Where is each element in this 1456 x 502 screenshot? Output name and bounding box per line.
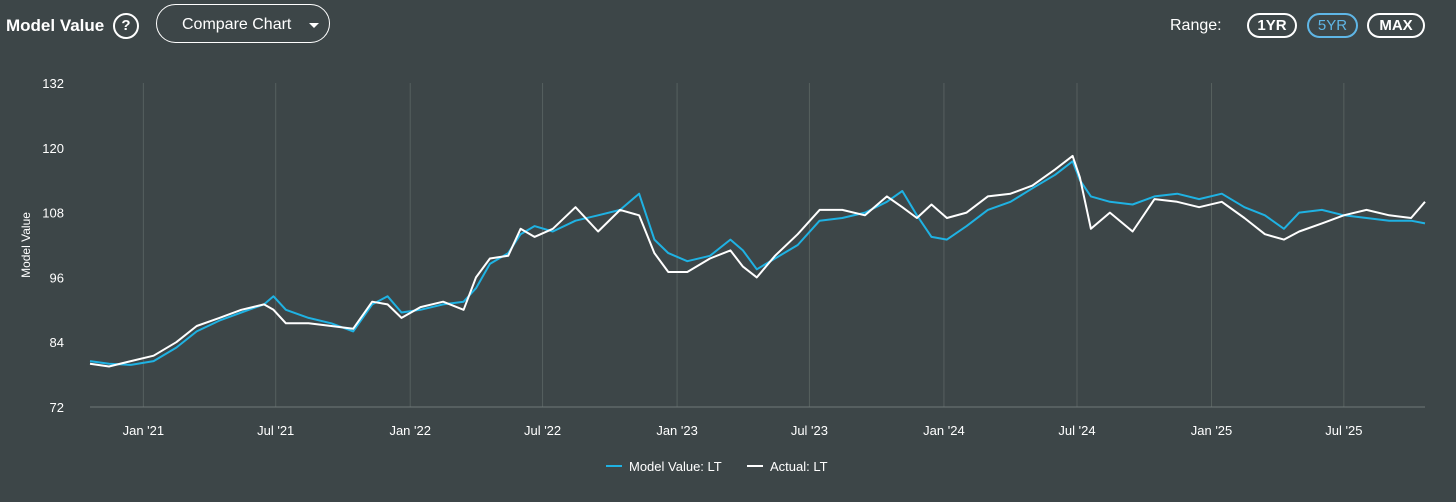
x-tick-label: Jul '25 xyxy=(1325,423,1362,438)
legend-label: Actual: LT xyxy=(770,459,828,474)
page-title: Model Value xyxy=(6,16,105,35)
compare-chart-dropdown[interactable]: Compare Chart xyxy=(156,4,330,43)
x-tick-label: Jul '23 xyxy=(791,423,828,438)
x-tick-label: Jan '24 xyxy=(923,423,965,438)
compare-chart-label: Compare Chart xyxy=(182,16,292,33)
range-1yr-button[interactable]: 1YR xyxy=(1247,13,1297,38)
model-value-series-line xyxy=(89,160,1426,366)
range-label: Range: xyxy=(1170,17,1222,34)
legend[interactable]: Model Value: LT Actual: LT xyxy=(606,459,828,474)
x-axis-ticks: Jan '21 Jul '21 Jan '22 Jul '22 Jan '23 Jul '… xyxy=(123,423,1363,438)
range-max-button[interactable]: MAX xyxy=(1367,13,1425,38)
caret-down-icon xyxy=(309,23,319,28)
x-tick-label: Jul '21 xyxy=(257,423,294,438)
y-tick-label: 108 xyxy=(42,206,64,221)
x-tick-label: Jul '24 xyxy=(1058,423,1095,438)
series-lines xyxy=(89,154,1426,368)
line-chart: 72 84 96 108 120 132 Jan '21 Jul '21 Jan '22 Jul… xyxy=(19,76,1426,474)
grid-lines xyxy=(142,83,1345,407)
question-circle-icon[interactable]: ? xyxy=(113,13,139,39)
x-tick-label: Jan '22 xyxy=(389,423,431,438)
x-tick-label: Jan '21 xyxy=(123,423,165,438)
y-tick-label: 84 xyxy=(50,335,64,350)
chart-header: Model Value ? Compare Chart Range: 1YR 5… xyxy=(0,0,1456,52)
y-axis-label: Model Value xyxy=(19,212,33,278)
y-tick-label: 132 xyxy=(42,76,64,91)
y-tick-label: 96 xyxy=(50,270,64,285)
x-tick-label: Jan '23 xyxy=(656,423,698,438)
x-tick-label: Jan '25 xyxy=(1191,423,1233,438)
y-axis-ticks: 72 84 96 108 120 132 xyxy=(42,76,64,415)
range-5yr-button[interactable]: 5YR xyxy=(1307,13,1358,38)
y-tick-label: 72 xyxy=(50,400,64,415)
y-tick-label: 120 xyxy=(42,141,64,156)
actual-series-line xyxy=(89,154,1426,368)
x-tick-label: Jul '22 xyxy=(524,423,561,438)
legend-label: Model Value: LT xyxy=(629,459,722,474)
